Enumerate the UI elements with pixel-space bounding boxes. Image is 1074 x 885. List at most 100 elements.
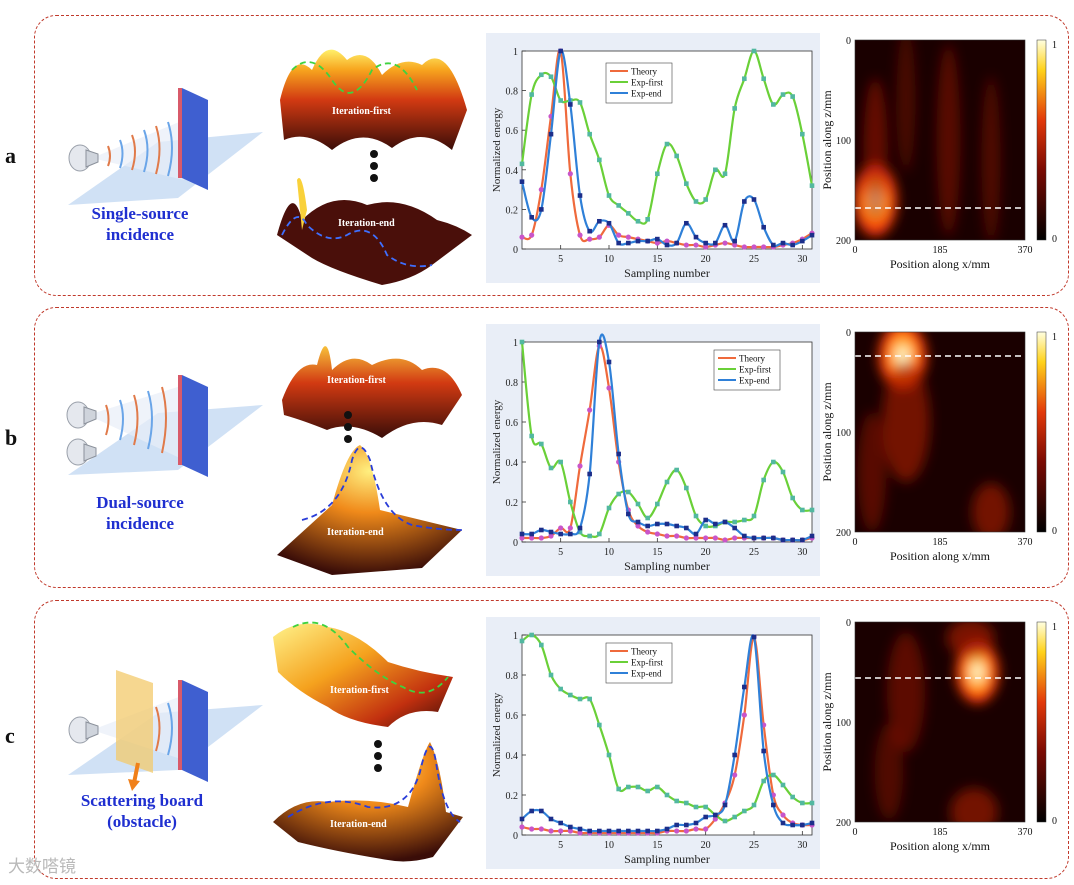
data-point xyxy=(616,786,621,792)
data-point xyxy=(761,76,766,82)
heat-blob xyxy=(896,40,916,172)
data-point xyxy=(674,240,679,246)
data-point xyxy=(693,513,699,519)
data-point xyxy=(780,92,786,97)
legend-entry: Exp-end xyxy=(631,669,662,679)
wave-beam xyxy=(88,385,184,460)
data-point xyxy=(606,220,612,226)
data-point xyxy=(790,794,795,800)
data-point xyxy=(587,407,593,413)
data-point xyxy=(751,535,757,541)
data-point xyxy=(674,822,679,828)
data-point xyxy=(558,531,563,537)
data-point xyxy=(732,525,737,531)
data-point xyxy=(548,74,554,80)
colorbar xyxy=(1036,39,1047,241)
heatmap-field xyxy=(857,332,1011,532)
data-point xyxy=(548,816,554,822)
data-point xyxy=(645,828,650,834)
data-point xyxy=(751,513,757,519)
data-point xyxy=(548,465,554,471)
y-tick-label: 100 xyxy=(836,136,851,147)
y-tick-label: 0.4 xyxy=(506,166,519,177)
legend-entry: Exp-first xyxy=(631,658,663,668)
y-axis-label: Normalized energy xyxy=(491,399,503,484)
data-point xyxy=(722,240,728,246)
data-point xyxy=(616,232,622,238)
x-tick-label: 20 xyxy=(701,840,711,851)
data-point xyxy=(568,824,573,830)
data-point xyxy=(558,525,564,531)
data-point xyxy=(771,535,776,541)
caption-line: incidence xyxy=(106,514,174,533)
data-point xyxy=(800,822,805,828)
data-point xyxy=(577,529,583,535)
panel-c xyxy=(34,600,1069,879)
energy-chart-a: 0 0.2 0.4 0.6 0.8 1 5 10 15 20 25 30 Sampling number… xyxy=(486,33,820,283)
data-point xyxy=(674,523,679,529)
data-point xyxy=(519,638,525,644)
data-point xyxy=(732,814,737,820)
data-point xyxy=(606,752,612,758)
iteration-first-label: Iteration-first xyxy=(327,375,387,386)
data-point xyxy=(674,828,680,834)
horn-antenna-icon xyxy=(66,438,97,466)
y-tick-label: 0.2 xyxy=(506,498,519,509)
data-point xyxy=(780,537,786,543)
y-tick-label: 1 xyxy=(513,631,518,642)
caption-line: incidence xyxy=(106,225,174,244)
data-point xyxy=(587,828,592,834)
data-point xyxy=(664,242,670,248)
field-surfaces: Iteration-first Iteration-end xyxy=(273,621,463,862)
heat-blob xyxy=(950,788,998,822)
heatmap-frame xyxy=(854,39,1026,241)
energy-chart-b: 0 0.2 0.4 0.6 0.8 1 5 10 15 20 25 30 Sampling number… xyxy=(486,324,820,576)
data-point xyxy=(722,818,728,824)
data-point xyxy=(800,238,805,244)
data-point xyxy=(703,244,709,250)
data-point xyxy=(674,798,679,804)
data-point xyxy=(645,515,650,521)
data-point xyxy=(684,822,689,828)
data-point xyxy=(693,826,699,832)
heat-blob xyxy=(896,346,909,366)
data-point xyxy=(722,222,728,228)
data-point xyxy=(587,471,592,477)
watermark: 大数嗒镜 xyxy=(8,857,76,877)
metasurface-icon xyxy=(178,88,208,190)
data-point xyxy=(693,242,699,248)
x-tick-label: 25 xyxy=(749,254,759,265)
data-point xyxy=(761,244,767,250)
data-point xyxy=(800,131,805,137)
y-tick-label: 0.6 xyxy=(506,126,519,137)
data-point xyxy=(616,240,621,246)
data-point xyxy=(790,537,795,543)
data-point xyxy=(519,234,525,240)
x-tick-label: 25 xyxy=(749,840,759,851)
x-tick-label: 185 xyxy=(933,537,948,548)
data-point xyxy=(732,242,738,248)
data-point xyxy=(597,722,602,728)
data-point xyxy=(529,535,535,541)
data-point xyxy=(558,828,564,834)
caption-line: Single-source xyxy=(91,204,189,223)
y-tick-label: 0.6 xyxy=(506,418,519,429)
data-point xyxy=(548,828,554,834)
data-point xyxy=(558,48,563,54)
data-point xyxy=(780,782,786,788)
data-point xyxy=(567,525,573,531)
x-axis-label: Position along x/mm xyxy=(890,839,991,853)
surface-iteration-first xyxy=(282,346,462,438)
data-point xyxy=(567,171,573,177)
data-point xyxy=(703,197,708,202)
data-point xyxy=(577,826,583,832)
data-point xyxy=(577,463,583,469)
wave-beam xyxy=(92,120,184,180)
heatmap-field xyxy=(874,622,999,822)
data-point xyxy=(761,778,766,784)
data-point xyxy=(626,240,631,246)
single-source-illustration xyxy=(68,88,263,205)
y-tick-label: 0.2 xyxy=(506,791,519,802)
data-point xyxy=(761,535,766,541)
colorbar xyxy=(1036,621,1047,823)
